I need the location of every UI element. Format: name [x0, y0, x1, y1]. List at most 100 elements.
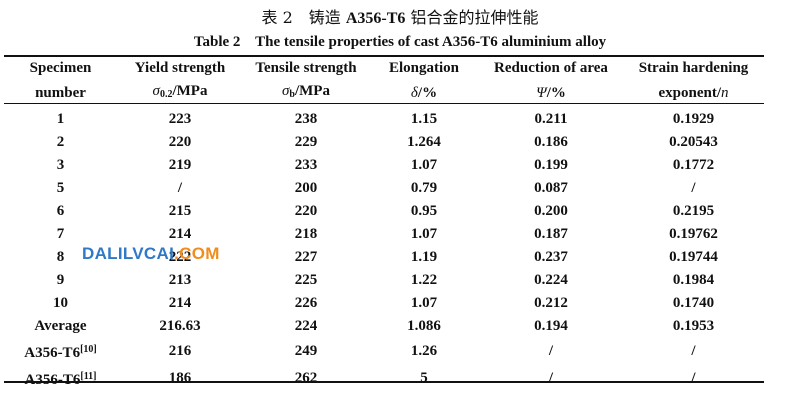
- unit-text: /%: [417, 84, 438, 101]
- cell-hardening: 0.19762: [669, 226, 718, 242]
- cell-tensile: 227: [294, 249, 318, 265]
- cell-specimen: 10: [53, 295, 68, 311]
- symbol-subscript: 0.2: [159, 89, 173, 100]
- symbol-sigma: σ: [282, 83, 290, 99]
- cell-elongation: 1.15: [410, 111, 438, 127]
- cell-reduction: /: [548, 370, 554, 386]
- table-row: 2 220 229 1.264 0.186 0.20543: [4, 131, 764, 154]
- cell-elongation: 0.95: [410, 203, 438, 219]
- cell-yield: /: [177, 180, 183, 196]
- cell-reduction: 0.224: [534, 272, 568, 288]
- col-header-specimen: Specimen: [29, 60, 92, 76]
- unit-text: /%: [546, 84, 566, 101]
- cell-hardening: 0.1772: [672, 157, 715, 173]
- cell-elongation: 1.086: [407, 318, 441, 334]
- cell-tensile: 226: [294, 295, 318, 311]
- cell-yield: 223: [168, 111, 192, 127]
- cell-elongation: 1.07: [410, 157, 438, 173]
- cell-tensile: 229: [294, 134, 318, 150]
- unit-text: /MPa: [294, 83, 330, 99]
- cell-reduction: 0.186: [534, 134, 568, 150]
- citation-reference: [11]: [80, 371, 97, 382]
- cell-hardening: 0.1984: [672, 272, 715, 288]
- cell-specimen: 2: [56, 134, 65, 150]
- cell-tensile: 238: [294, 111, 318, 127]
- cell-yield: 219: [168, 157, 192, 173]
- table-row: 3 219 233 1.07 0.199 0.1772: [4, 154, 764, 177]
- col-header-reduction-of-area: Reduction of area: [494, 60, 608, 76]
- col-unit-specimen: number: [35, 84, 86, 101]
- cell-yield: 214: [168, 295, 192, 311]
- cell-specimen: A356-T6[10]: [4, 338, 117, 365]
- cell-tensile: 220: [294, 203, 318, 219]
- tensile-properties-table: Specimen Yield strength Tensile strength…: [4, 56, 764, 392]
- col-header-elongation: Elongation: [388, 60, 460, 76]
- cell-hardening: /: [691, 180, 696, 196]
- cell-yield: 222: [168, 249, 192, 265]
- cell-reduction: 0.187: [534, 226, 568, 242]
- cell-yield: 220: [168, 134, 192, 150]
- cell-hardening: 0.2195: [672, 203, 715, 219]
- watermark-logo: DALILVCAI.COM: [82, 244, 220, 264]
- table-body: 1 223 238 1.15 0.211 0.1929 2 220 229 1.264 0.186…: [4, 106, 764, 392]
- cell-yield: 215: [168, 203, 192, 219]
- cell-tensile: 218: [294, 226, 318, 242]
- col-unit-reduction-of-area: Ψ/%: [479, 80, 623, 106]
- table-row: 6 215 220 0.95 0.200 0.2195: [4, 200, 764, 223]
- cell-elongation: 0.79: [410, 180, 438, 196]
- table-row: 1 223 238 1.15 0.211 0.1929: [4, 106, 764, 131]
- col-unit-yield-strength: σ0.2/MPa: [117, 80, 243, 106]
- cell-yield: 216.63: [159, 318, 201, 334]
- watermark-accent-text: .COM: [174, 244, 220, 263]
- cell-hardening: 0.1953: [672, 318, 715, 334]
- cell-yield: 214: [168, 226, 192, 242]
- col-unit-strain-hardening: exponent/n: [623, 80, 764, 106]
- cell-elongation: 5: [420, 370, 428, 386]
- table-row: 7 214 218 1.07 0.187 0.19762: [4, 223, 764, 246]
- cell-reduction: 0.237: [534, 249, 568, 265]
- cell-specimen: 5: [56, 180, 65, 196]
- cell-hardening: 0.19744: [669, 249, 718, 265]
- cell-tensile: 262: [294, 370, 318, 386]
- table-bottom-rule: [4, 381, 764, 383]
- cell-elongation: 1.07: [410, 295, 438, 311]
- cell-specimen: 6: [56, 203, 65, 219]
- cell-hardening: /: [691, 343, 696, 359]
- unit-text: /MPa: [172, 83, 208, 99]
- cell-tensile: 225: [294, 272, 318, 288]
- cell-yield: 216: [168, 343, 192, 359]
- cell-elongation: 1.22: [410, 272, 438, 288]
- symbol-sigma: σ: [152, 83, 160, 99]
- cell-reduction: 0.200: [534, 203, 568, 219]
- cell-specimen: 1: [56, 111, 65, 127]
- table-caption-english: Table 2 The tensile properties of cast A…: [193, 34, 607, 50]
- unit-text: exponent/: [658, 84, 721, 101]
- cell-reduction: 0.199: [534, 157, 568, 173]
- col-unit-elongation: δ/%: [369, 80, 479, 106]
- caption-cn-prefix: 表 2 铸造: [261, 8, 346, 27]
- cell-specimen: 7: [56, 226, 65, 242]
- reference-alloy-name: A356-T6: [24, 372, 81, 388]
- cell-yield: 213: [168, 272, 192, 288]
- cell-tensile: 224: [294, 318, 318, 334]
- table-header: Specimen Yield strength Tensile strength…: [4, 56, 764, 106]
- cell-reduction: /: [548, 343, 554, 359]
- cell-tensile: 249: [294, 343, 318, 359]
- table-caption-chinese: 表 2 铸造 A356-T6 铝合金的拉伸性能: [0, 8, 800, 29]
- cell-reduction: 0.087: [534, 180, 568, 196]
- cell-elongation: 1.19: [410, 249, 438, 265]
- cell-specimen: Average: [34, 318, 87, 334]
- col-header-tensile-strength: Tensile strength: [255, 60, 357, 76]
- table-row: 5 / 200 0.79 0.087 /: [4, 177, 764, 200]
- table-row: 8 222 227 1.19 0.237 0.19744: [4, 246, 764, 269]
- cell-elongation: 1.07: [410, 226, 438, 242]
- table-header-rule: [4, 103, 764, 104]
- col-unit-tensile-strength: σb/MPa: [243, 80, 369, 106]
- reference-alloy-name: A356-T6: [24, 345, 81, 361]
- cell-elongation: 1.26: [410, 343, 438, 359]
- table-row: 9 213 225 1.22 0.224 0.1984: [4, 269, 764, 292]
- cell-yield: 186: [168, 370, 192, 386]
- cell-specimen: 9: [56, 272, 65, 288]
- caption-cn-alloy: A356-T6: [345, 10, 406, 27]
- table-row-average: Average 216.63 224 1.086 0.194 0.1953: [4, 315, 764, 338]
